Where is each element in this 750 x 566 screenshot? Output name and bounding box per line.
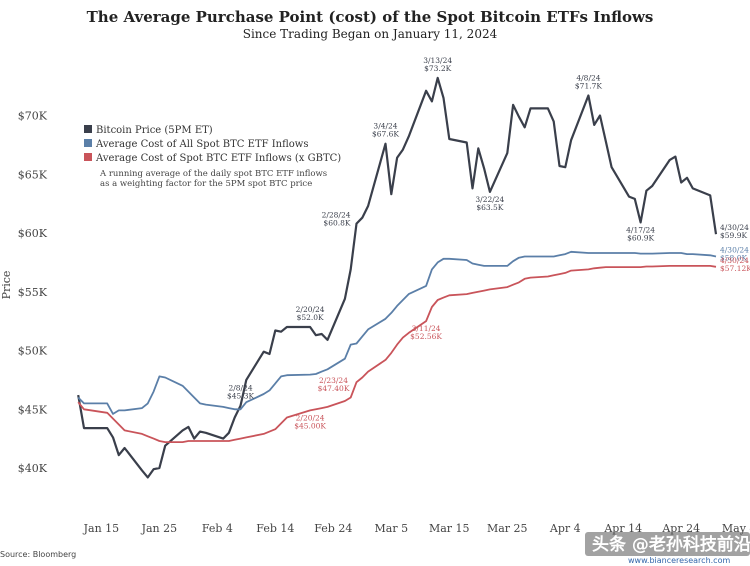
annotation-value: $45.3K [227, 392, 254, 401]
annotation: 4/30/24$58.0K [720, 246, 749, 263]
y-tick-label: $70K [18, 110, 48, 123]
chart-subtitle: Since Trading Began on January 11, 2024 [243, 27, 498, 41]
annotation-date: 4/8/24 [576, 74, 600, 83]
annotation-date: 2/23/24 [319, 376, 348, 385]
annotation: 4/30/24$59.9K [720, 223, 749, 240]
annotation: 2/20/24$45.00K [294, 413, 326, 430]
annotations: 2/8/24$45.3K2/20/24$52.0K2/28/24$60.8K3/… [227, 56, 750, 431]
annotation-value: $47.40K [318, 384, 350, 393]
legend-note-line-2: as a weighting factor for the 5PM spot B… [100, 179, 312, 189]
btc-price-line [77, 76, 718, 479]
annotation-date: 2/28/24 [322, 211, 351, 220]
legend-entry-all: Average Cost of All Spot BTC ETF Inflows [95, 139, 309, 150]
avg-cost-all-line [77, 250, 717, 415]
x-tick-label: Apr 14 [603, 522, 642, 535]
annotation: 4/17/24$60.9K [626, 225, 655, 242]
watermark: 头条 @老孙科技前沿 www.bianceresearch.com [585, 532, 750, 565]
annotation-date: 4/30/24 [720, 223, 749, 232]
legend-swatch-ex-gbtc [84, 153, 92, 161]
annotation: 4/8/24$71.7K [575, 74, 602, 91]
avg-cost-ex-gbtc-line [77, 264, 717, 444]
watermark-text: 头条 @老孙科技前沿 [592, 534, 750, 555]
x-tick-label: Mar 15 [429, 522, 470, 535]
legend-note-line-1: A running average of the daily spot BTC … [99, 169, 327, 179]
annotation: 3/13/24$73.2K [423, 56, 452, 73]
annotation-value: $71.7K [575, 82, 602, 91]
y-tick-label: $50K [18, 345, 48, 358]
annotation: 2/28/24$60.8K [322, 211, 351, 228]
legend-swatch-btc [84, 125, 92, 133]
annotation-date: 2/8/24 [228, 384, 252, 393]
annotation: 2/8/24$45.3K [227, 384, 254, 401]
source-note: Source: Bloomberg [0, 550, 76, 559]
annotation-value: $73.2K [424, 64, 451, 73]
x-tick-label: Apr 4 [549, 522, 581, 535]
x-tick-label: Apr 24 [661, 522, 700, 535]
annotation: 2/23/24$47.40K [318, 376, 350, 393]
x-tick-label: Feb 4 [202, 522, 233, 535]
legend-entry-btc: Bitcoin Price (5PM ET) [96, 125, 213, 136]
annotation-date: 2/20/24 [296, 305, 325, 314]
y-tick-label: $45K [18, 403, 48, 416]
x-tick-label: Feb 14 [256, 522, 294, 535]
series-lines [77, 76, 718, 479]
annotation: 3/4/24$67.6K [372, 122, 399, 139]
annotation-date: 4/30/24 [720, 256, 749, 265]
annotation-date: 2/20/24 [296, 413, 325, 422]
legend-swatch-all [84, 139, 92, 147]
y-tick-label: $40K [18, 462, 48, 475]
annotation-date: 3/11/24 [412, 324, 441, 333]
y-tick-label: $65K [18, 168, 48, 181]
annotation-value: $60.8K [323, 219, 350, 228]
annotation: 2/20/24$52.0K [296, 305, 325, 322]
annotation-date: 4/17/24 [626, 225, 655, 234]
annotation-date: 3/4/24 [373, 122, 397, 131]
annotation-date: 3/22/24 [475, 195, 504, 204]
annotation-value: $63.5K [476, 203, 503, 212]
y-tick-labels: $40K $45K $50K $55K $60K $65K $70K [18, 110, 48, 476]
annotation-value: $52.0K [297, 313, 324, 322]
annotation-date: 3/13/24 [423, 56, 452, 65]
y-axis-label: Price [0, 271, 13, 300]
annotation-date: 4/30/24 [720, 246, 749, 255]
annotation-value: $58.0K [720, 254, 747, 263]
y-tick-label: $60K [18, 227, 48, 240]
watermark-url: www.bianceresearch.com [628, 556, 730, 565]
x-tick-labels: Jan 15 Jan 25 Feb 4 Feb 14 Feb 24 Mar 5 Mar 15… [83, 522, 750, 535]
annotation-value: $57.12K [720, 264, 750, 273]
x-tick-label: Feb 24 [314, 522, 352, 535]
annotation-value: $45.00K [294, 421, 326, 430]
annotation-value: $67.6K [372, 130, 399, 139]
chart-title: The Average Purchase Point (cost) of the… [87, 8, 654, 26]
legend: Bitcoin Price (5PM ET) Average Cost of A… [84, 125, 341, 189]
y-tick-label: $55K [18, 286, 48, 299]
x-tick-label: Mar 5 [375, 522, 409, 535]
x-tick-label: May 4 [722, 522, 750, 535]
annotation: 3/11/24$52.56K [410, 324, 442, 341]
annotation-value: $59.9K [720, 231, 747, 240]
x-tick-label: Jan 25 [141, 522, 178, 535]
annotation-value: $52.56K [410, 332, 442, 341]
x-tick-label: Mar 25 [487, 522, 528, 535]
annotation: 4/30/24$57.12K [720, 256, 750, 273]
watermark-background [585, 532, 750, 556]
legend-entry-ex-gbtc: Average Cost of Spot BTC ETF Inflows (x … [95, 153, 341, 164]
annotation-value: $60.9K [627, 233, 654, 242]
x-tick-label: Jan 15 [83, 522, 120, 535]
annotation: 3/22/24$63.5K [475, 195, 504, 212]
